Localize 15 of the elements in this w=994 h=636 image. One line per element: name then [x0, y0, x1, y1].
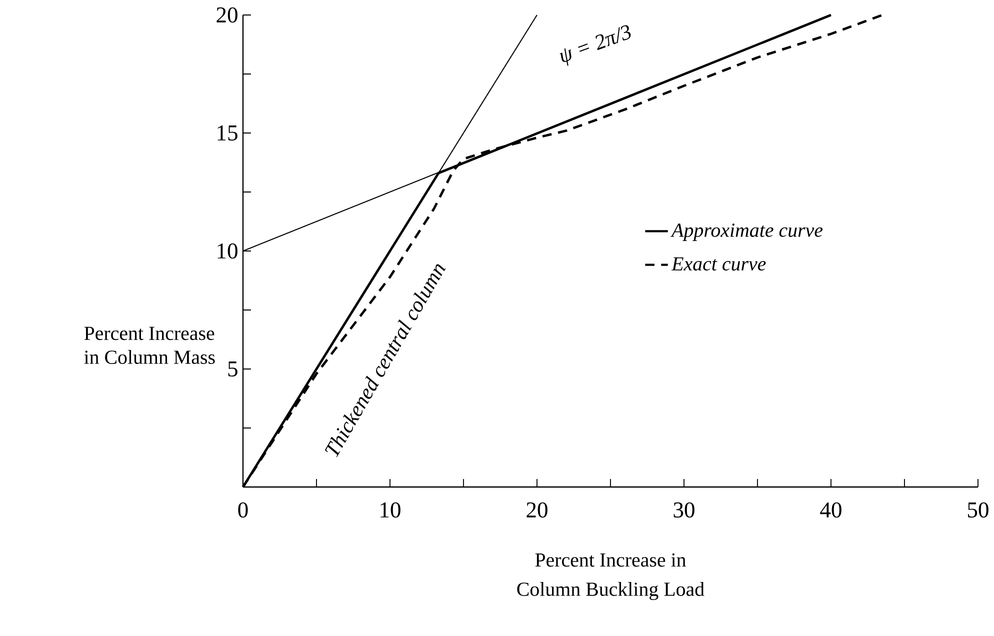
- annotation: ψ = 2π/3: [560, 25, 631, 66]
- y-tick-label: 5: [228, 362, 238, 377]
- y-axis-title: Percent Increase in Column Mass: [84, 326, 215, 364]
- y-tick-label: 15: [218, 125, 238, 141]
- x-axis-title: Percent Increase in Column Buckling Load: [517, 553, 704, 600]
- x-tick-label: 20: [526, 502, 548, 518]
- x-tick-label: 0: [238, 502, 248, 518]
- legend-label: Exact curve: [671, 257, 766, 271]
- x-tick-label: 50: [968, 502, 988, 518]
- x-tick-label: 40: [820, 502, 842, 518]
- legend-label: Approximate curve: [670, 224, 823, 241]
- x-tick-label: 30: [674, 502, 694, 518]
- y-tick-label: 20: [216, 7, 238, 23]
- y-tick-label: 10: [218, 243, 238, 259]
- x-tick-label: 10: [380, 502, 400, 518]
